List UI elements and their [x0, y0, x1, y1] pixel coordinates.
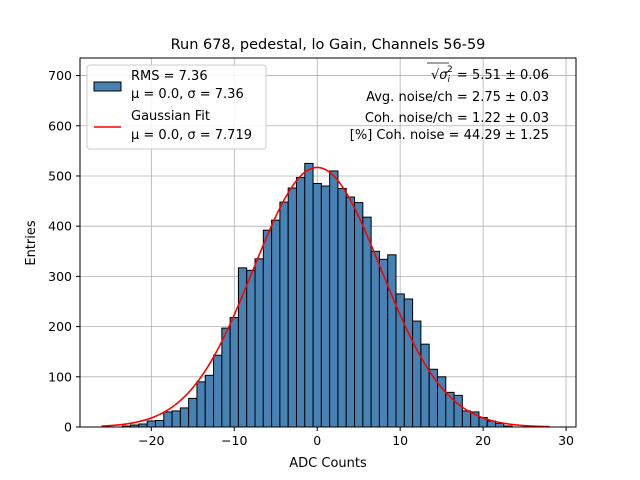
y-tick-label: 300: [48, 269, 72, 284]
annotation-coh-noise-percent: [%] Coh. noise = 44.29 ± 1.25: [350, 128, 549, 143]
histogram-bar: [196, 381, 206, 428]
histogram-bar: [229, 317, 239, 428]
histogram-bar: [237, 267, 248, 428]
histogram-bar: [461, 410, 472, 428]
legend: RMS = 7.36 μ = 0.0, σ = 7.36 Gaussian Fi…: [86, 64, 267, 150]
histogram-bar: [146, 420, 156, 428]
histogram-bar: [262, 229, 273, 428]
legend-fit-stats: μ = 0.0, σ = 7.719: [131, 128, 252, 143]
histogram-bar: [188, 397, 198, 428]
histogram-bar: [204, 374, 215, 428]
y-axis-label: Entries: [24, 220, 39, 266]
y-tick-label: 100: [48, 369, 72, 384]
legend-histogram-stats: μ = 0.0, σ = 7.36: [131, 87, 244, 102]
histogram-bar: [354, 202, 364, 428]
annotation-total-noise-subscript: i: [448, 75, 451, 85]
histogram-bar: [370, 250, 380, 428]
histogram-bar: [287, 187, 297, 428]
histogram-bar: [420, 343, 430, 428]
y-tick-label: 0: [64, 420, 72, 435]
legend-histogram-swatch: [93, 81, 122, 92]
x-tick-label: 0: [313, 433, 321, 448]
histogram-bar: [163, 411, 173, 428]
annotation-total-noise-radical: √: [431, 68, 440, 83]
histogram-bar: [279, 201, 289, 428]
histogram-bar: [345, 196, 356, 428]
y-tick-label: 500: [48, 168, 72, 183]
histogram-bar: [337, 188, 347, 428]
histogram-bar: [495, 422, 505, 428]
histogram-bar: [221, 327, 231, 428]
annotation-total-noise-value: = 5.51 ± 0.06: [453, 68, 549, 83]
histogram-bar: [246, 269, 256, 428]
histogram-bar: [171, 410, 181, 428]
annotation-total-noise-superscript: 2: [447, 65, 453, 75]
noise-annotations: √σi2 = 5.51 ± 0.06 Avg. noise/ch = 2.75 …: [350, 62, 549, 143]
annotation-total-noise: √σi2 = 5.51 ± 0.06: [431, 65, 549, 85]
legend-histogram-label: RMS = 7.36: [131, 69, 208, 84]
x-tick-label: −10: [221, 433, 247, 448]
gaussian-fit-curve: [101, 166, 550, 428]
histogram-bar: [412, 320, 422, 428]
legend-box: [86, 64, 267, 150]
y-tick-label: 400: [48, 219, 72, 234]
histogram-bars: [121, 162, 513, 428]
histogram-bar: [453, 394, 463, 428]
y-axis-ticks: 0 100 200 300 400 500 600 700: [48, 68, 80, 435]
y-tick-label: 200: [48, 319, 72, 334]
histogram-bar: [295, 176, 306, 428]
histogram-bar: [179, 407, 190, 428]
histogram-bar: [213, 354, 223, 428]
legend-fit-label: Gaussian Fit: [131, 109, 210, 124]
histogram-bar: [320, 185, 331, 428]
histogram-bar: [154, 419, 165, 428]
histogram-bar: [304, 162, 314, 428]
x-axis-label: ADC Counts: [289, 456, 367, 471]
x-tick-label: 10: [392, 433, 408, 448]
annotation-total-noise-symbol: σ: [439, 68, 448, 83]
x-tick-label: 30: [558, 433, 574, 448]
x-tick-label: −20: [138, 433, 164, 448]
histogram-bar: [329, 170, 339, 428]
x-axis-ticks: −20 −10 0 10 20 30: [138, 427, 574, 448]
y-tick-label: 700: [48, 68, 72, 83]
annotation-coh-noise: Coh. noise/ch = 1.22 ± 0.03: [365, 111, 549, 126]
histogram-bar: [387, 254, 397, 428]
y-tick-label: 600: [48, 118, 72, 133]
histogram-bar: [271, 219, 281, 428]
histogram-bar: [362, 216, 372, 428]
x-tick-label: 20: [475, 433, 491, 448]
histogram-bar: [254, 258, 264, 428]
chart-title: Run 678, pedestal, lo Gain, Channels 56-…: [171, 37, 486, 53]
histogram-bar: [312, 183, 322, 428]
annotation-avg-noise: Avg. noise/ch = 2.75 ± 0.03: [366, 90, 549, 105]
axes-frame: [79, 57, 577, 428]
histogram-bar: [403, 298, 414, 428]
